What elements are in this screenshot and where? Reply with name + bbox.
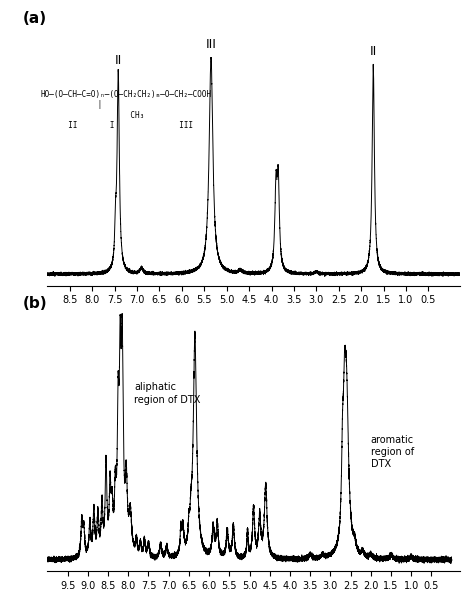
Text: aromatic
region of
DTX: aromatic region of DTX <box>371 434 414 469</box>
Text: I: I <box>275 170 279 183</box>
X-axis label: ppm: ppm <box>241 308 266 318</box>
Text: HO─(O─CH─C=O)ₙ─(O─CH₂CH₂)ₘ─O─CH₂─COOH
         |                    
       CH₃ : HO─(O─CH─C=O)ₙ─(O─CH₂CH₂)ₘ─O─CH₂─COOH | … <box>40 90 211 130</box>
Text: aliphatic
region of DTX: aliphatic region of DTX <box>134 382 201 405</box>
Text: (b): (b) <box>23 296 47 311</box>
X-axis label: ppm: ppm <box>241 594 266 595</box>
Text: III: III <box>206 38 217 51</box>
Text: II: II <box>115 54 122 67</box>
Text: II: II <box>370 45 377 58</box>
Text: (a): (a) <box>23 11 47 26</box>
